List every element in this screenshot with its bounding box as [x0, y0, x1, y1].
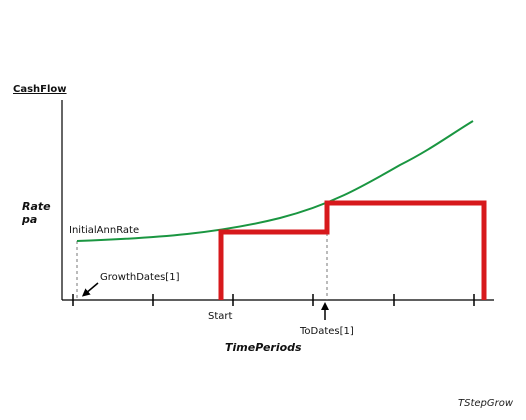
growth-curve: [76, 120, 474, 242]
initial-rate-label: InitialAnnRate: [69, 225, 139, 236]
rate-label-line2: pa: [21, 213, 37, 226]
x-axis-title: TimePeriods: [225, 341, 302, 354]
to-dates-label: ToDates[1]: [299, 326, 354, 337]
rate-label-line1: Rate: [22, 200, 51, 213]
start-label: Start: [208, 311, 233, 322]
diagram-caption: TStepGrow: [458, 398, 514, 409]
step-schedule: [218, 200, 487, 300]
y-axis-title: CashFlow: [13, 84, 67, 95]
growth-dates-arrow: [81, 282, 99, 297]
growth-dates-label: GrowthDates[1]: [100, 272, 180, 283]
x-axis-ticks: [72, 294, 475, 306]
